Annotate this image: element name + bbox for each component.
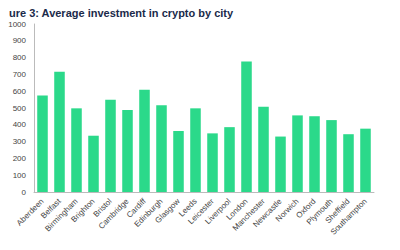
svg-text:100: 100	[13, 171, 27, 180]
svg-text:Manchester: Manchester	[230, 196, 267, 233]
svg-text:Cambridge: Cambridge	[96, 196, 131, 231]
svg-text:London: London	[224, 196, 250, 222]
svg-text:Glasgow: Glasgow	[153, 196, 182, 226]
svg-text:200: 200	[13, 154, 27, 163]
svg-text:600: 600	[13, 87, 27, 96]
svg-text:500: 500	[13, 104, 27, 113]
svg-text:700: 700	[13, 70, 27, 79]
svg-text:Leicester: Leicester	[186, 196, 216, 227]
svg-text:Southampton: Southampton	[329, 197, 369, 237]
svg-text:Aberdeen: Aberdeen	[14, 196, 46, 228]
svg-text:400: 400	[13, 120, 27, 129]
svg-text:Sheffield: Sheffield	[323, 196, 352, 226]
svg-text:Bristol: Bristol	[91, 196, 114, 219]
svg-text:900: 900	[13, 36, 27, 45]
svg-text:Cardiff: Cardiff	[124, 196, 148, 220]
svg-text:Edinburgh: Edinburgh	[132, 196, 165, 229]
svg-text:Birmingham: Birmingham	[43, 196, 80, 234]
svg-text:Oxford: Oxford	[294, 196, 318, 221]
svg-text:Brighton: Brighton	[69, 196, 97, 225]
svg-text:Plymouth: Plymouth	[304, 196, 335, 227]
svg-text:Belfast: Belfast	[39, 196, 63, 221]
svg-text:ure 3: Average investment in c: ure 3: Average investment in crypto by c…	[9, 7, 234, 19]
svg-text:Norwich: Norwich	[273, 196, 301, 224]
svg-text:Newcastle: Newcastle	[251, 196, 284, 230]
svg-text:0: 0	[22, 188, 27, 197]
svg-text:300: 300	[13, 137, 27, 146]
svg-text:800: 800	[13, 53, 27, 62]
svg-text:1000: 1000	[8, 20, 26, 29]
svg-text:Leeds: Leeds	[176, 196, 199, 219]
svg-text:Liverpool: Liverpool	[203, 196, 233, 227]
